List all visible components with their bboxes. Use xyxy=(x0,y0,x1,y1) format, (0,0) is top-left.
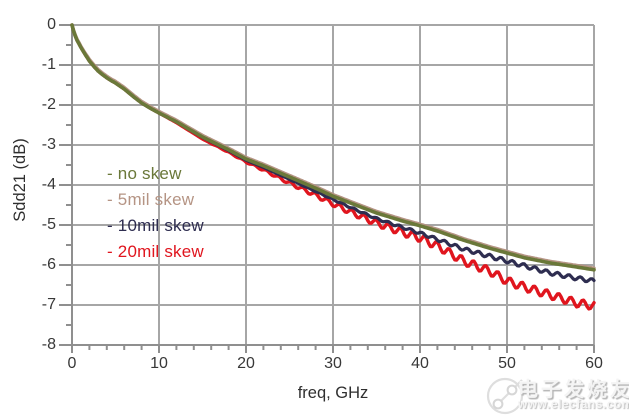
series-line-no-skew xyxy=(70,23,596,272)
y-tick-label: -5 xyxy=(41,216,56,233)
legend-item-20mil-skew: - 20mil skew xyxy=(107,242,204,261)
x-tick-label: 10 xyxy=(150,355,168,372)
y-tick-label: -8 xyxy=(41,336,56,353)
y-tick-label: -3 xyxy=(41,136,56,153)
y-tick-label: -2 xyxy=(41,96,56,113)
y-axis-title: Sdd21 (dB) xyxy=(11,138,29,222)
legend-item-5mil-skew: - 5mil skew xyxy=(107,190,195,209)
x-axis-title: freq, GHz xyxy=(297,384,369,402)
x-tick-label: 30 xyxy=(324,355,342,372)
watermark-url-text: www.elecfans.com xyxy=(518,397,629,411)
legend-item-10mil-skew: - 10mil skew xyxy=(107,216,204,235)
x-tick-label: 60 xyxy=(585,355,603,372)
watermark-brand-text: 电子发烧友 xyxy=(518,379,629,401)
watermark: 电子发烧友 www.elecfans.com xyxy=(480,369,629,419)
y-tick-label: -4 xyxy=(41,176,56,193)
plug-cable-logo-icon xyxy=(486,377,524,415)
legend-item-no-skew: - no skew xyxy=(107,164,182,183)
x-tick-label: 40 xyxy=(411,355,429,372)
y-tick-label: 0 xyxy=(47,16,56,33)
x-tick-label: 50 xyxy=(498,355,516,372)
x-tick-label: 0 xyxy=(67,355,77,372)
y-tick-label: -6 xyxy=(41,256,56,273)
legend: - no skew - 5mil skew - 10mil skew - 20mil … xyxy=(107,161,204,265)
x-tick-label: 20 xyxy=(237,355,255,372)
y-tick-label: -7 xyxy=(41,296,56,313)
y-tick-label: -1 xyxy=(41,56,56,73)
